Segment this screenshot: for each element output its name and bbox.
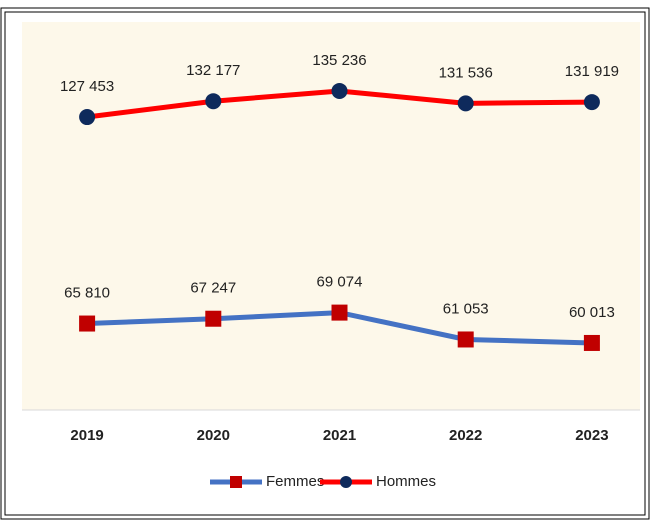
plot-area <box>22 22 640 410</box>
value-label: 131 919 <box>565 63 619 80</box>
marker <box>205 310 222 327</box>
marker <box>79 109 96 126</box>
value-label: 61 053 <box>443 300 489 317</box>
marker <box>331 304 348 321</box>
value-label: 65 810 <box>64 285 110 302</box>
frame <box>0 7 650 520</box>
legend-label: Femmes <box>266 473 324 490</box>
marker <box>583 334 600 351</box>
x-tick-label: 2020 <box>197 427 230 444</box>
marker <box>79 315 96 332</box>
marker <box>205 93 222 110</box>
legend-label: Hommes <box>376 473 436 490</box>
x-tick-label: 2022 <box>449 427 482 444</box>
marker <box>457 331 474 348</box>
value-label: 60 013 <box>569 304 615 321</box>
frame-inner <box>4 11 646 516</box>
x-tick-label: 2023 <box>575 427 608 444</box>
value-label: 67 247 <box>190 280 236 297</box>
marker <box>230 476 242 488</box>
value-label: 69 074 <box>317 274 363 291</box>
value-label: 135 236 <box>312 52 366 69</box>
marker <box>340 476 352 488</box>
marker <box>457 95 474 112</box>
x-tick-label: 2021 <box>323 427 356 444</box>
marker <box>583 94 600 111</box>
marker <box>331 82 348 99</box>
x-tick-label: 2019 <box>70 427 103 444</box>
value-label: 131 536 <box>439 64 493 81</box>
value-label: 127 453 <box>60 78 114 95</box>
value-label: 132 177 <box>186 62 240 79</box>
